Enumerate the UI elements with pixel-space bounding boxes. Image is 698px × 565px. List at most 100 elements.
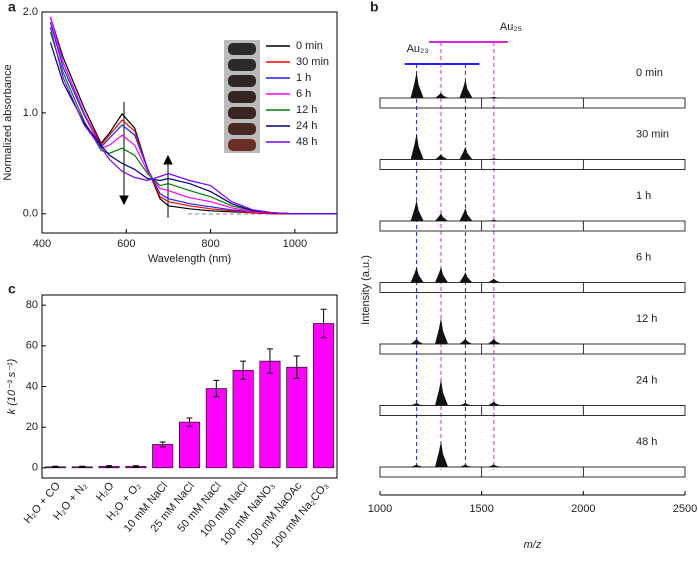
trace-label: 6 h [636, 251, 651, 263]
trace-label: 24 h [636, 374, 657, 386]
species-label: Au₂₃ [407, 43, 429, 55]
y-tick-label: 2.0 [23, 6, 38, 18]
x-tick-label: 400 [33, 238, 51, 250]
peak [410, 464, 424, 467]
peak [487, 464, 501, 467]
peak [459, 272, 473, 283]
y-tick-label: 40 [26, 380, 38, 392]
error-bar [186, 417, 193, 427]
trace-label: 1 h [636, 190, 651, 202]
x-tick-label: 600 [117, 238, 135, 250]
legend-label: 24 h [296, 120, 317, 132]
bar [259, 360, 281, 469]
error-bar [320, 308, 327, 339]
bar [232, 369, 254, 469]
x-tick-label: 2000 [571, 503, 595, 515]
peak [459, 146, 473, 160]
error-bar [213, 379, 220, 398]
spectrum-line [49, 42, 337, 215]
peak [435, 92, 448, 98]
spectrum-line [49, 26, 337, 215]
peak [459, 79, 473, 98]
spectrum-line [49, 16, 337, 215]
error-bar [106, 465, 113, 468]
peak [487, 338, 501, 344]
error-bar [52, 465, 59, 468]
x-tick-label: 2500 [673, 503, 697, 515]
error-bar [240, 360, 247, 380]
bar [152, 444, 174, 469]
peak [435, 266, 448, 283]
x-tick-label: 1500 [469, 503, 493, 515]
error-bar [293, 355, 300, 379]
trace-box [379, 282, 686, 293]
y-tick-label: 60 [26, 340, 38, 352]
x-axis-label: m/z [524, 539, 542, 551]
spectrum-line [49, 16, 337, 215]
peak [459, 208, 473, 221]
panel-label: a [8, 0, 16, 15]
trace-label: 48 h [636, 436, 657, 448]
y-tick-label: 0.0 [23, 208, 38, 220]
y-tick-label: 20 [26, 421, 38, 433]
y-axis-label: Intensity (a.u.) [360, 255, 372, 325]
bar [205, 388, 227, 469]
trace-label: 30 min [636, 128, 669, 140]
peak [435, 379, 448, 406]
legend-label: 48 h [296, 136, 317, 148]
series-group [49, 16, 337, 215]
y-tick-label: 0 [32, 462, 38, 474]
x-tick-label: H₂O [94, 480, 117, 504]
x-tick-label: 1000 [283, 238, 307, 250]
trace-box [379, 343, 686, 355]
peak [435, 213, 448, 221]
peak [487, 401, 501, 406]
bar [179, 421, 200, 469]
trace-label: 0 min [636, 67, 663, 79]
y-tick-label: 1.0 [23, 107, 38, 119]
peak [410, 266, 424, 283]
error-bar [159, 441, 166, 448]
peak [410, 133, 424, 160]
plot-frame [41, 11, 338, 234]
peak [435, 154, 448, 160]
trace-box [379, 97, 686, 109]
trace-label: 12 h [636, 313, 657, 325]
legend-label: 6 h [296, 88, 311, 100]
trace-box [379, 159, 686, 170]
legend-label: 0 min [296, 40, 323, 52]
peak [459, 464, 473, 467]
peak [487, 219, 501, 221]
panel-label: b [370, 0, 379, 15]
peak [487, 278, 501, 283]
x-tick-label: 1000 [368, 503, 392, 515]
y-axis-label: k (10⁻³ s⁻¹) [6, 358, 18, 414]
error-bar [79, 465, 86, 468]
trace-box [379, 220, 686, 232]
panel-label: c [8, 281, 16, 297]
peak [435, 441, 448, 467]
peak [459, 402, 473, 406]
legend-label: 12 h [296, 104, 317, 116]
species-label: Au₂₅ [500, 21, 522, 33]
peak [410, 402, 424, 406]
peak [410, 200, 424, 221]
legend-label: 30 min [296, 56, 329, 68]
error-bar [132, 465, 139, 468]
x-axis-label: Wavelength (nm) [148, 253, 231, 265]
peak [410, 338, 424, 344]
y-tick-label: 80 [26, 299, 38, 311]
peak [487, 158, 501, 160]
peak [435, 318, 448, 344]
bar [313, 323, 335, 469]
trace-box [379, 466, 686, 478]
trace-box [379, 405, 686, 416]
spectrum-line [49, 16, 337, 215]
legend-label: 1 h [296, 72, 311, 84]
arrows [119, 102, 300, 218]
peak [410, 72, 424, 98]
y-axis-label: Normalized absorbance [2, 64, 14, 180]
bar [286, 366, 308, 469]
spectrum-line [49, 32, 337, 215]
